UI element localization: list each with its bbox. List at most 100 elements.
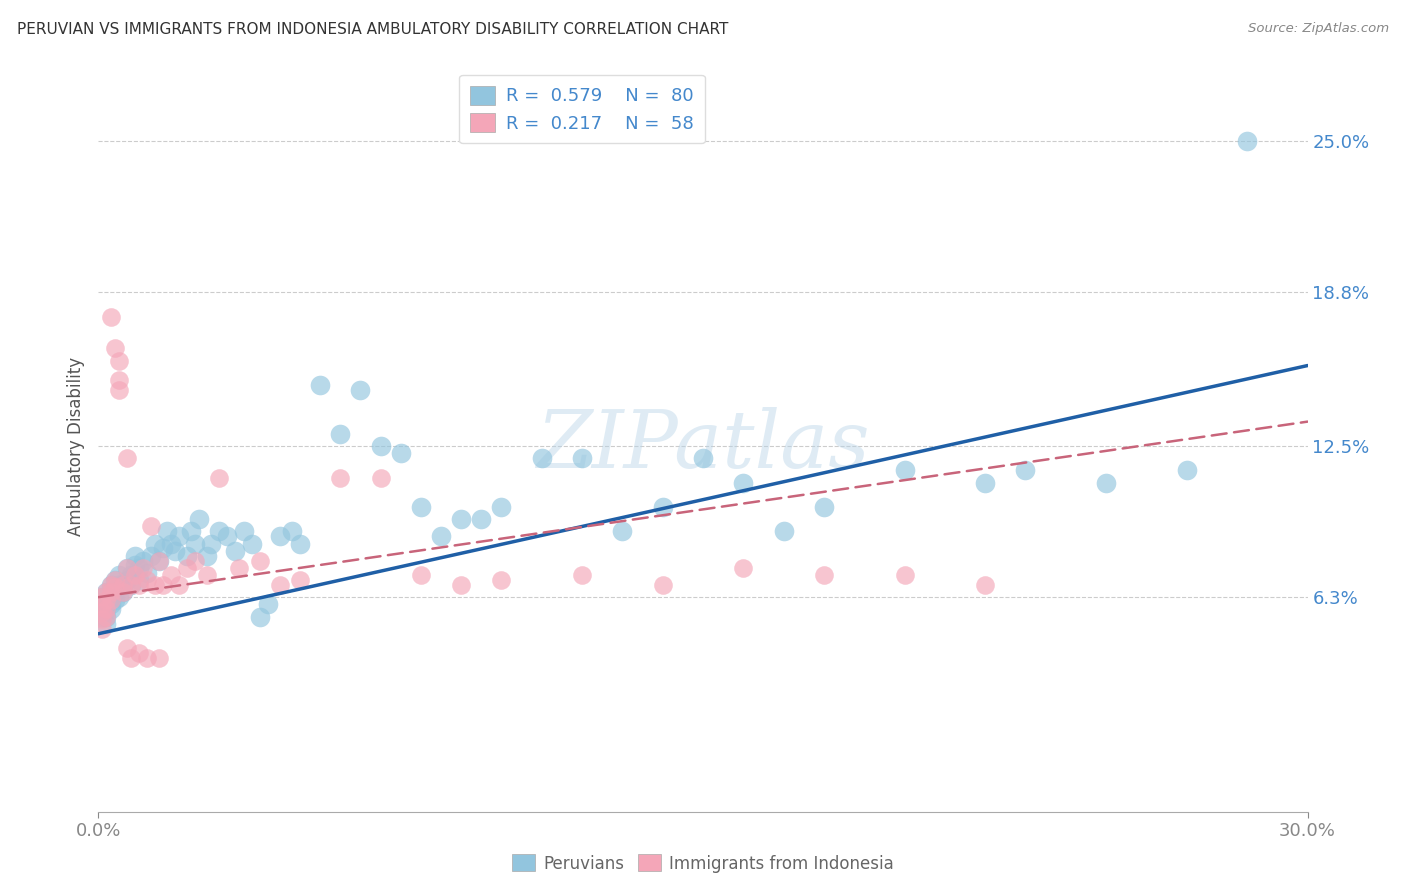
Point: [91, 598, 114, 612]
Point: [128, 573, 150, 587]
Point: [208, 524, 231, 539]
Point: [1095, 475, 1118, 490]
Point: [571, 451, 593, 466]
Point: [115, 561, 138, 575]
Point: [103, 342, 125, 356]
Point: [132, 553, 155, 567]
Point: [111, 585, 134, 599]
Point: [176, 561, 198, 575]
Point: [107, 353, 129, 368]
Point: [128, 646, 150, 660]
Point: [103, 581, 125, 595]
Point: [232, 524, 254, 539]
Point: [96, 598, 118, 612]
Point: [111, 578, 134, 592]
Point: [100, 578, 122, 592]
Point: [184, 536, 207, 550]
Point: [139, 549, 162, 563]
Point: [143, 536, 166, 550]
Point: [195, 549, 218, 563]
Point: [288, 573, 311, 587]
Point: [195, 568, 218, 582]
Point: [103, 585, 125, 599]
Point: [103, 592, 125, 607]
Text: ZIPatlas: ZIPatlas: [536, 408, 870, 484]
Point: [160, 536, 183, 550]
Point: [111, 585, 134, 599]
Legend: Peruvians, Immigrants from Indonesia: Peruvians, Immigrants from Indonesia: [505, 847, 901, 880]
Point: [115, 573, 138, 587]
Point: [91, 609, 114, 624]
Point: [208, 471, 231, 485]
Point: [103, 573, 125, 587]
Point: [96, 609, 118, 624]
Point: [813, 500, 835, 514]
Y-axis label: Ambulatory Disability: Ambulatory Disability: [66, 357, 84, 535]
Point: [100, 602, 122, 616]
Point: [571, 568, 593, 582]
Point: [180, 524, 202, 539]
Point: [100, 585, 122, 599]
Point: [152, 541, 174, 556]
Point: [120, 578, 142, 592]
Point: [152, 578, 174, 592]
Point: [240, 536, 263, 550]
Point: [269, 578, 291, 592]
Point: [115, 641, 138, 656]
Point: [148, 553, 170, 567]
Point: [115, 451, 138, 466]
Point: [100, 590, 122, 604]
Point: [91, 622, 114, 636]
Point: [124, 558, 146, 573]
Point: [1236, 134, 1258, 148]
Point: [103, 573, 125, 587]
Point: [188, 512, 211, 526]
Point: [100, 592, 122, 607]
Point: [96, 602, 118, 616]
Point: [91, 607, 114, 622]
Point: [450, 512, 472, 526]
Point: [100, 310, 122, 324]
Point: [107, 578, 129, 592]
Point: [450, 578, 472, 592]
Point: [156, 524, 179, 539]
Point: [288, 536, 311, 550]
Point: [124, 568, 146, 582]
Point: [491, 500, 513, 514]
Point: [692, 451, 714, 466]
Point: [107, 590, 129, 604]
Point: [91, 590, 114, 604]
Point: [651, 578, 673, 592]
Point: [143, 578, 166, 592]
Text: PERUVIAN VS IMMIGRANTS FROM INDONESIA AMBULATORY DISABILITY CORRELATION CHART: PERUVIAN VS IMMIGRANTS FROM INDONESIA AM…: [17, 22, 728, 37]
Point: [733, 561, 755, 575]
Point: [91, 612, 114, 626]
Point: [256, 598, 278, 612]
Point: [224, 544, 246, 558]
Point: [96, 585, 118, 599]
Point: [329, 471, 352, 485]
Point: [96, 585, 118, 599]
Point: [612, 524, 634, 539]
Point: [115, 561, 138, 575]
Point: [893, 463, 915, 477]
Point: [160, 568, 183, 582]
Text: Source: ZipAtlas.com: Source: ZipAtlas.com: [1249, 22, 1389, 36]
Point: [974, 578, 997, 592]
Point: [470, 512, 492, 526]
Point: [135, 573, 157, 587]
Point: [120, 651, 142, 665]
Point: [100, 578, 122, 592]
Point: [370, 471, 392, 485]
Point: [176, 549, 198, 563]
Point: [107, 383, 129, 397]
Point: [163, 544, 186, 558]
Point: [269, 529, 291, 543]
Point: [309, 378, 332, 392]
Point: [100, 598, 122, 612]
Point: [167, 529, 190, 543]
Point: [96, 609, 118, 624]
Point: [148, 553, 170, 567]
Point: [733, 475, 755, 490]
Point: [91, 602, 114, 616]
